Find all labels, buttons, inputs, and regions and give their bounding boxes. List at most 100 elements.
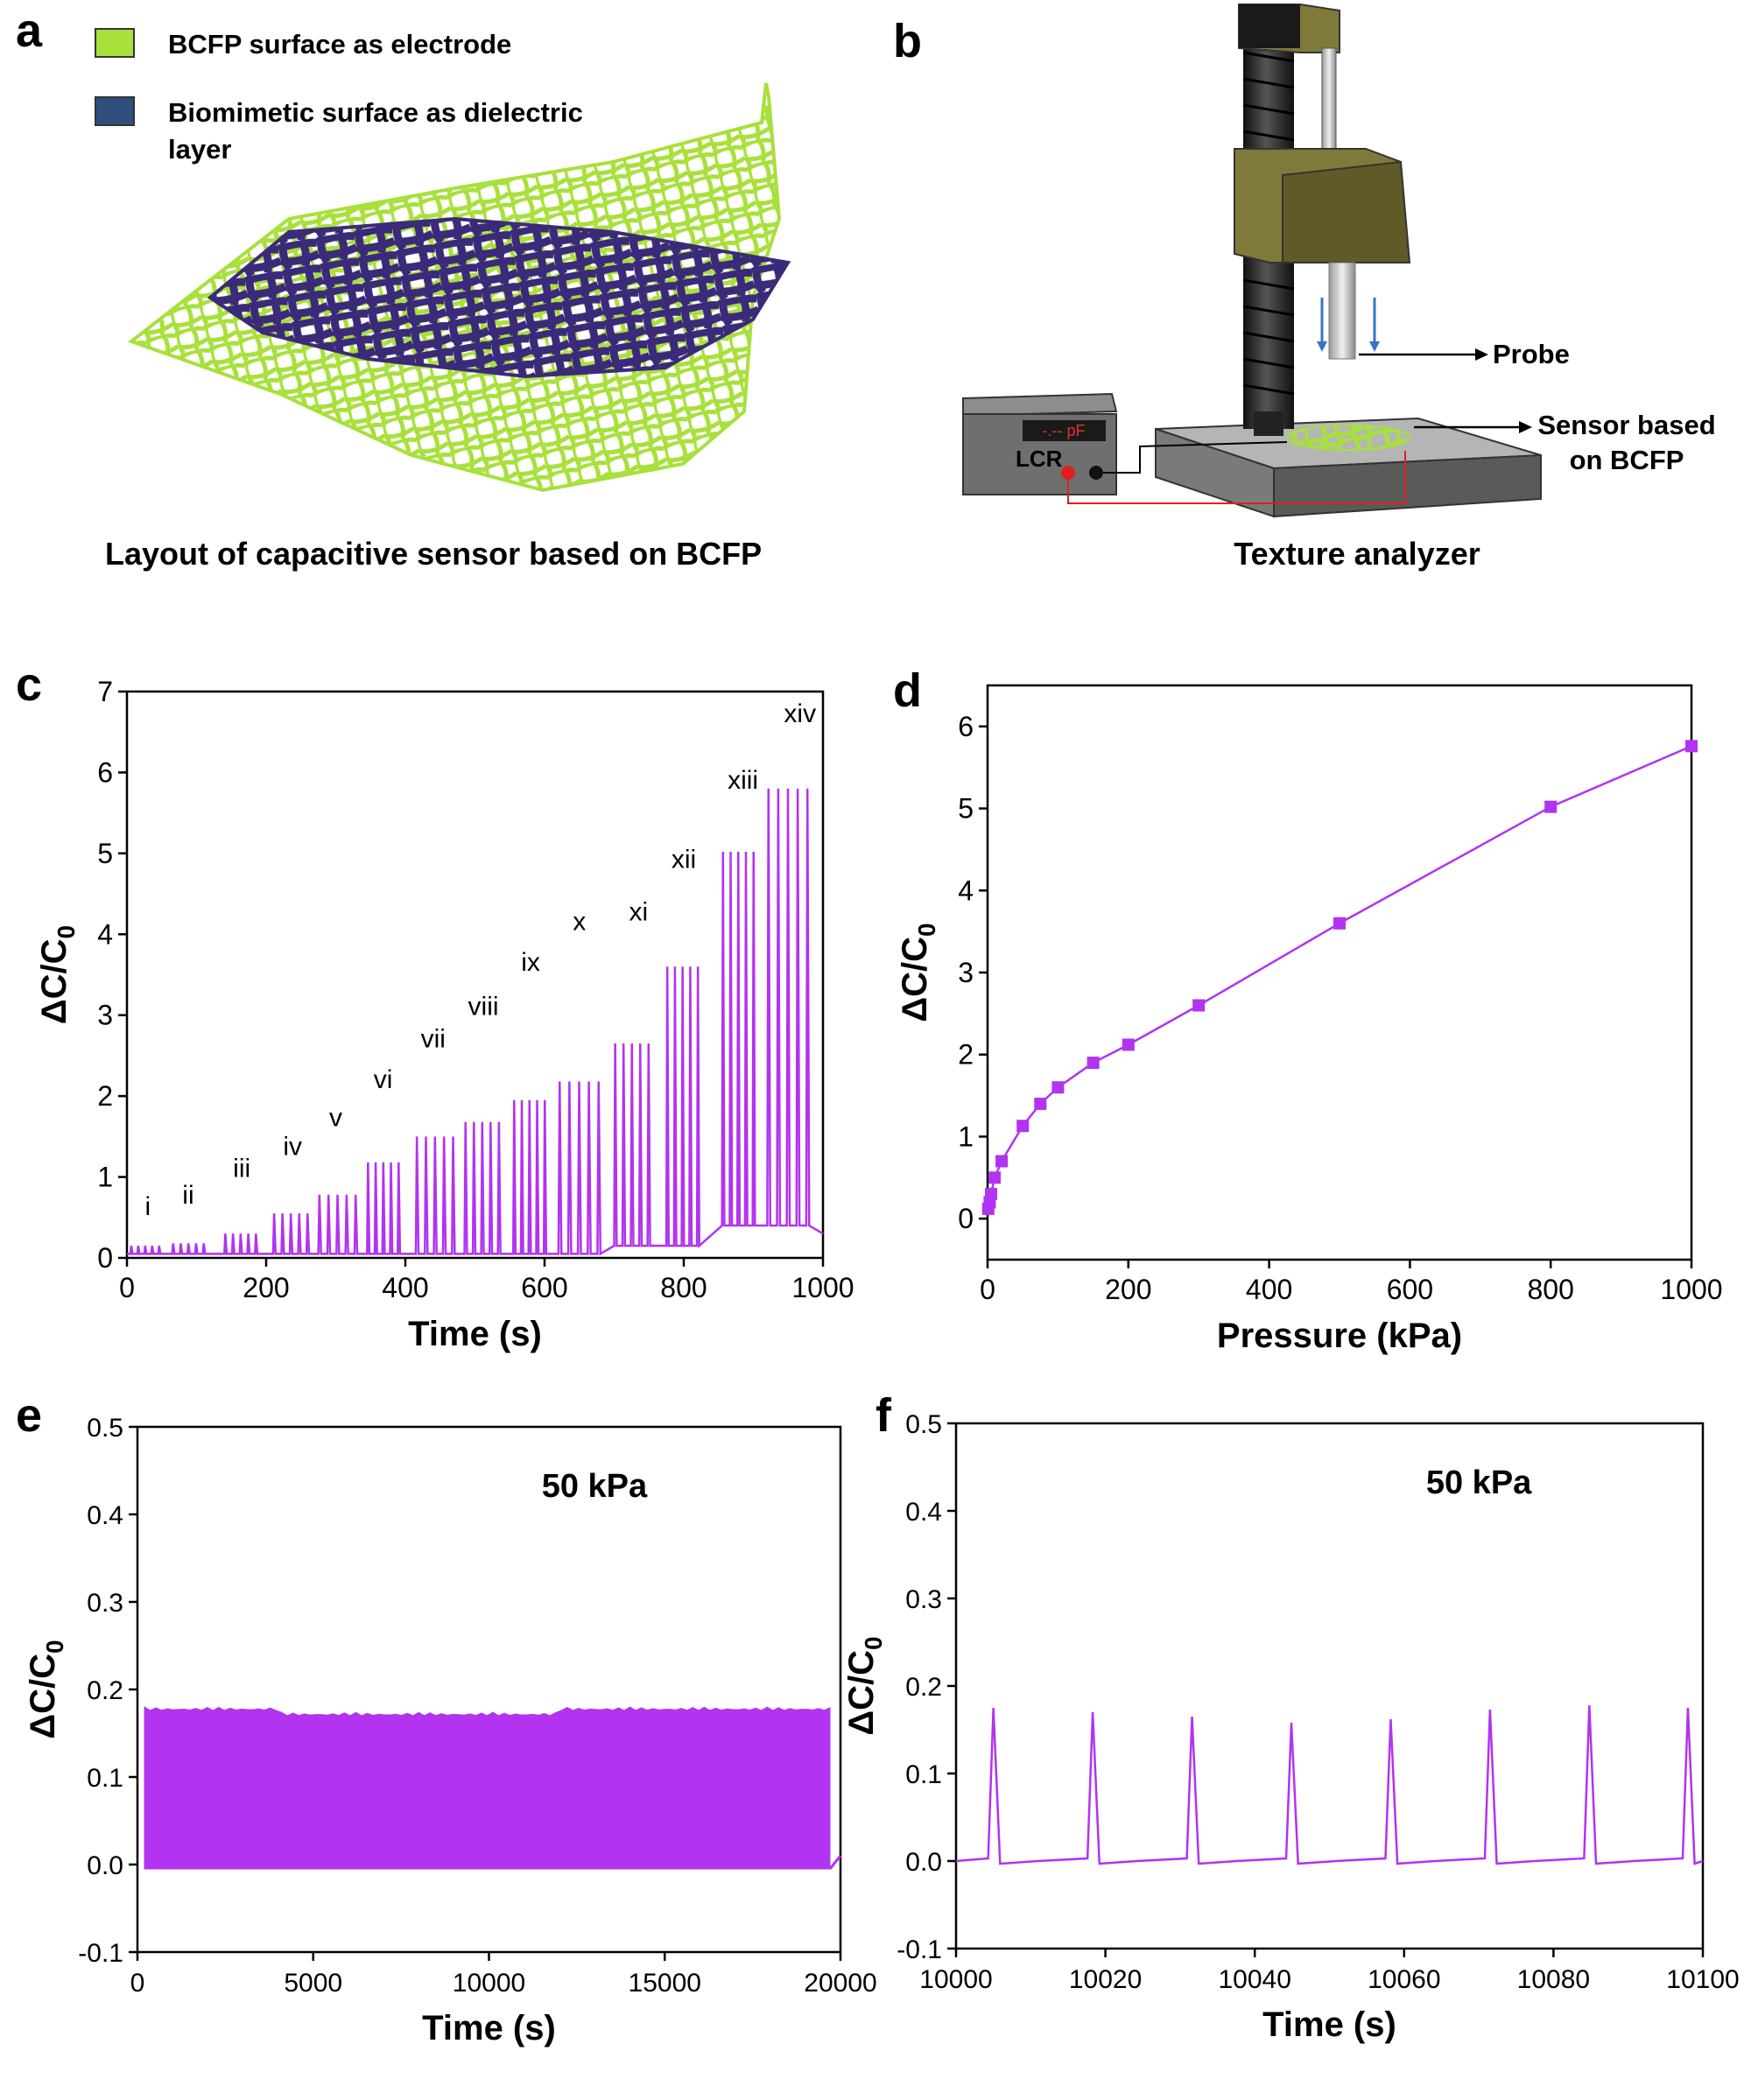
x-tick-label: 0 <box>980 1274 995 1305</box>
y-tick-label: 0.1 <box>905 1760 942 1789</box>
data-point <box>1086 1057 1100 1070</box>
x-tick-label: 200 <box>1105 1274 1151 1305</box>
x-axis-label: Time (s) <box>422 2009 556 2047</box>
data-series-line <box>987 745 1692 1210</box>
panel-label-e: e <box>16 1389 43 1442</box>
data-point <box>1685 740 1698 753</box>
y-tick-label: 0.2 <box>905 1673 942 1702</box>
dielectric-mesh <box>207 216 791 379</box>
x-tick-label: 10000 <box>453 1969 525 1998</box>
tail-line <box>828 1855 842 1870</box>
y-tick-label: 0.5 <box>87 1414 123 1443</box>
data-point <box>1333 917 1346 930</box>
x-tick-label: 1000 <box>1660 1274 1722 1305</box>
stage-label: vii <box>421 1025 446 1054</box>
y-tick-label: 0.5 <box>905 1410 942 1439</box>
data-point <box>1051 1081 1065 1094</box>
stage-label: xii <box>672 845 696 874</box>
y-tick-label: 5 <box>97 838 113 869</box>
panel-label-a: a <box>16 4 43 57</box>
stage-label: xi <box>629 898 648 927</box>
caption-a: Layout of capacitive sensor based on BCF… <box>105 536 763 572</box>
x-tick-label: 800 <box>1528 1274 1574 1305</box>
data-point <box>1016 1120 1030 1133</box>
y-axis-label: ΔC/C0 <box>896 923 940 1022</box>
data-point <box>985 1188 998 1201</box>
y-tick-label: 6 <box>97 756 113 788</box>
data-point <box>1192 999 1206 1012</box>
stage-label: iii <box>233 1155 250 1183</box>
y-tick-label: -0.1 <box>78 1939 123 1968</box>
plot-frame <box>136 1425 842 1954</box>
x-tick-label: 10040 <box>1218 1965 1290 1994</box>
x-tick-label: 1000 <box>791 1272 854 1303</box>
x-tick-label: 0 <box>130 1969 145 1998</box>
x-tick-label: 600 <box>521 1272 567 1303</box>
y-tick-label: 0.4 <box>905 1498 942 1527</box>
data-point <box>1122 1038 1135 1051</box>
data-point <box>988 1171 1002 1184</box>
x-tick-label: 400 <box>1246 1274 1292 1305</box>
panel-label-b: b <box>893 15 922 67</box>
x-axis-label: Time (s) <box>408 1315 542 1353</box>
x-tick-label: 200 <box>243 1272 289 1303</box>
y-tick-label: 2 <box>958 1039 974 1071</box>
plot-frame <box>954 1422 1705 1950</box>
legend-text-electrode: BCFP surface as electrode <box>168 29 512 60</box>
y-tick-label: 3 <box>97 1000 113 1031</box>
stage-label: ii <box>182 1181 193 1210</box>
y-tick-label: 2 <box>97 1080 113 1112</box>
x-tick-label: 800 <box>660 1272 707 1303</box>
stage-label: xiii <box>728 766 758 795</box>
panel-label-c: c <box>16 658 43 711</box>
stage-label: v <box>329 1103 342 1132</box>
plot-frame <box>125 690 825 1260</box>
plot-frame <box>986 684 1693 1261</box>
x-tick-label: 20000 <box>804 1969 876 1998</box>
x-tick-label: 0 <box>119 1272 135 1303</box>
x-tick-label: 10020 <box>1069 1965 1142 1994</box>
x-tick-label: 10100 <box>1666 1965 1739 1994</box>
lcr-display: -.-- pF <box>1043 422 1086 439</box>
legend-text-dielectric: Biomimetic surface as dielectric layer <box>168 97 583 165</box>
y-axis-label: ΔC/C0 <box>24 1640 68 1738</box>
stage-label: x <box>573 908 586 937</box>
data-point <box>1544 800 1558 813</box>
y-tick-label: 3 <box>958 957 974 988</box>
panel-label-d: d <box>893 664 922 717</box>
chart-f: 10000 10020 10040 10060 10080 10100 -0.1 0.0 0.1… <box>842 1410 1740 2044</box>
lcr-label: LCR <box>1016 446 1063 472</box>
y-tick-label: 0.2 <box>87 1676 123 1705</box>
y-tick-label: 0.0 <box>87 1851 123 1880</box>
y-axis-label: ΔC/C0 <box>842 1636 887 1735</box>
x-tick-label: 10080 <box>1517 1965 1590 1994</box>
panel-label-f: f <box>876 1389 891 1442</box>
y-tick-label: 4 <box>97 918 113 950</box>
y-tick-label: 1 <box>958 1120 974 1152</box>
x-tick-label: 600 <box>1387 1274 1433 1305</box>
y-tick-label: 4 <box>958 874 974 906</box>
stage-label: ix <box>521 948 540 977</box>
y-tick-label: 0.1 <box>87 1764 123 1793</box>
chart-d: 0 200 400 600 800 1000 0 1 2 3 4 5 6 Pressure (kPa) ΔC… <box>896 684 1723 1355</box>
sensor-label-line2: on BCFP <box>1570 445 1684 475</box>
stage-label: vi <box>374 1065 393 1094</box>
y-tick-label: 0.3 <box>905 1585 942 1614</box>
data-series-line <box>955 1704 1704 1865</box>
y-tick-label: 0.4 <box>87 1501 123 1530</box>
data-point <box>1034 1097 1047 1110</box>
x-tick-label: 10060 <box>1368 1965 1440 1994</box>
data-series-line <box>127 788 824 1256</box>
stage-label: viii <box>468 993 499 1022</box>
y-tick-label: 0 <box>97 1242 113 1274</box>
stage-label: xiv <box>784 699 816 728</box>
y-tick-label: 7 <box>97 676 113 707</box>
pressure-annotation: 50 kPa <box>542 1468 648 1505</box>
probe-label: Probe <box>1493 339 1570 369</box>
x-axis-label: Pressure (kPa) <box>1217 1317 1462 1355</box>
caption-b: Texture analyzer <box>1234 536 1480 572</box>
data-point <box>995 1155 1009 1168</box>
x-tick-label: 5000 <box>284 1969 342 1998</box>
x-tick-label: 10000 <box>919 1965 992 1994</box>
